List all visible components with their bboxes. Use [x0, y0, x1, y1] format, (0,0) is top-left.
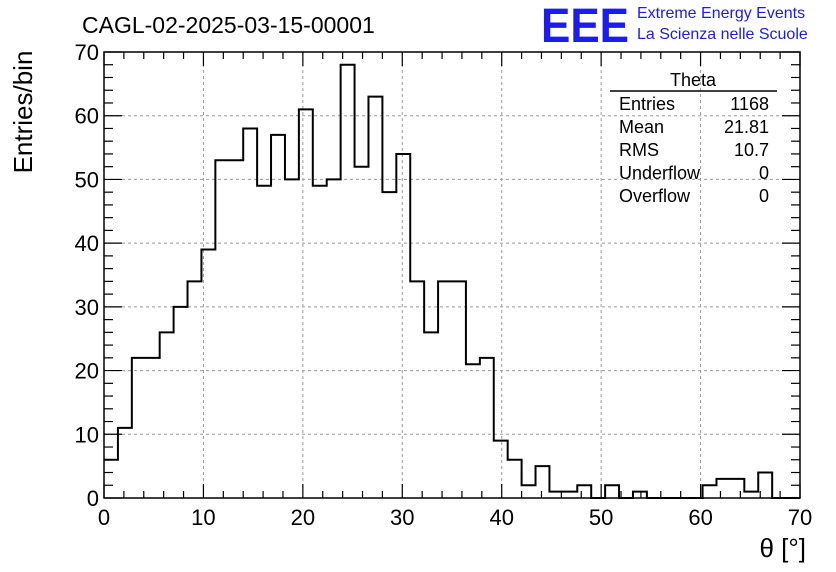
histogram-bin	[327, 179, 341, 498]
histogram-bin	[758, 473, 772, 498]
histogram-bin	[118, 428, 132, 498]
histogram-outline	[104, 63, 800, 499]
axis-ticks	[103, 51, 801, 499]
y-tick-label: 70	[75, 40, 99, 65]
y-axis-title: Entries/bin	[8, 51, 38, 174]
stats-box: Theta Entries 1168 Mean 21.81 RMS 10.7 U…	[610, 70, 777, 206]
stats-value-rms: 10.7	[734, 140, 769, 160]
x-tick-label: 20	[291, 505, 315, 530]
stats-value-mean: 21.81	[724, 117, 769, 137]
x-tick-label: 40	[489, 505, 513, 530]
y-tick-label: 20	[75, 359, 99, 384]
histogram-bin	[146, 358, 160, 498]
stats-label-overflow: Overflow	[619, 186, 691, 206]
x-tick-label: 60	[688, 505, 712, 530]
x-tick-label: 10	[191, 505, 215, 530]
histogram-bin	[160, 332, 174, 498]
histogram-bin	[716, 479, 730, 498]
stats-label-entries: Entries	[619, 94, 675, 114]
histogram-bin	[396, 154, 410, 498]
histogram-bin	[605, 485, 619, 498]
histogram-bin	[188, 281, 202, 498]
histogram-bin	[313, 186, 327, 498]
histogram-bin	[730, 479, 744, 498]
x-tick-label: 50	[589, 505, 613, 530]
histogram-bin	[229, 160, 243, 498]
histogram-bin	[410, 281, 424, 498]
histogram-bin	[174, 307, 188, 498]
y-tick-label: 60	[75, 104, 99, 129]
y-tick-label: 30	[75, 295, 99, 320]
histogram-bin	[577, 485, 591, 498]
x-tick-label: 30	[390, 505, 414, 530]
logo-line-2: La Scienza nelle Scuole	[637, 26, 808, 43]
chart-title: CAGL-02-2025-03-15-00001	[82, 12, 375, 38]
plot-frame	[103, 51, 801, 499]
stats-title: Theta	[670, 70, 717, 90]
stats-label-underflow: Underflow	[619, 163, 701, 183]
grid-lines	[104, 52, 800, 498]
histogram-bin	[382, 192, 396, 498]
x-axis-title: θ [°]	[759, 533, 806, 563]
x-tick-labels: 0 10 20 30 40 50 60 70	[98, 505, 812, 530]
stats-label-mean: Mean	[619, 117, 664, 137]
histogram-bin	[536, 466, 550, 498]
y-tick-label: 40	[75, 231, 99, 256]
histogram-bin	[243, 128, 257, 498]
histogram-bin	[132, 358, 146, 498]
histogram-bin	[299, 109, 313, 498]
histogram-bin	[508, 460, 522, 498]
stats-value-underflow: 0	[759, 163, 769, 183]
y-tick-label: 50	[75, 167, 99, 192]
histogram-bin	[104, 460, 118, 498]
y-tick-label: 10	[75, 422, 99, 447]
x-tick-label: 70	[788, 505, 812, 530]
y-tick-label: 0	[87, 486, 99, 511]
stats-value-overflow: 0	[759, 186, 769, 206]
stats-value-entries: 1168	[730, 94, 769, 114]
histogram-bin	[522, 485, 536, 498]
histogram-bin	[341, 65, 355, 498]
histogram-bin	[466, 364, 480, 498]
histogram-bin	[271, 135, 285, 498]
y-tick-labels: 0 10 20 30 40 50 60 70	[75, 40, 99, 511]
logo-line-1: Extreme Energy Events	[637, 5, 805, 22]
histogram-bin	[257, 186, 271, 498]
eee-logo-mark: EEE	[541, 0, 629, 53]
histogram-bin	[285, 179, 299, 498]
histogram-bin	[494, 441, 508, 498]
histogram-bin	[452, 281, 466, 498]
histogram-bin	[355, 167, 369, 498]
histogram-bin	[424, 332, 438, 498]
histogram-bin	[215, 160, 229, 498]
x-tick-label: 0	[98, 505, 110, 530]
histogram-bin	[368, 97, 382, 498]
histogram-bin	[438, 281, 452, 498]
histogram-bin	[201, 250, 215, 498]
stats-label-rms: RMS	[619, 140, 659, 160]
histogram-bin	[480, 358, 494, 498]
histogram-bin	[703, 485, 717, 498]
